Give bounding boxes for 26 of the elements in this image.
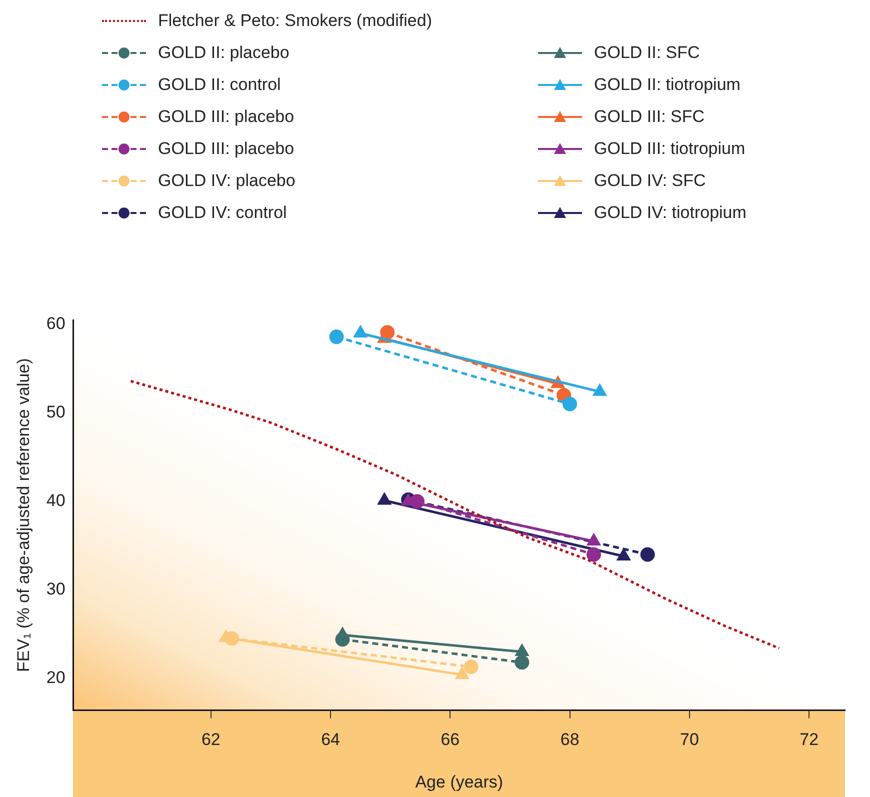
legend-label: GOLD II: tiotropium xyxy=(594,75,740,95)
y-tick-label: 40 xyxy=(46,491,66,510)
x-axis-title: Age (years) xyxy=(415,772,504,792)
legend-label: GOLD III: SFC xyxy=(594,107,705,127)
legend-label: GOLD IV: placebo xyxy=(158,171,296,191)
legend-label: GOLD II: control xyxy=(158,75,281,95)
x-tick-label: 68 xyxy=(560,730,580,750)
y-axis-title: FEV₁ (% of age-adjusted reference value) xyxy=(14,358,33,672)
legend-label: GOLD III: placebo xyxy=(158,139,294,159)
x-tick-label: 66 xyxy=(440,730,460,750)
x-tick-label: 70 xyxy=(680,730,699,750)
x-tick-label: 62 xyxy=(201,730,220,750)
legend-label: Fletcher & Peto: Smokers (modified) xyxy=(158,11,432,31)
legend-label: GOLD IV: control xyxy=(158,203,287,223)
legend-label: GOLD II: SFC xyxy=(594,43,700,63)
y-tick-label: 60 xyxy=(46,314,66,334)
y-tick-label: 20 xyxy=(46,668,66,688)
legend-label: GOLD IV: tiotropium xyxy=(594,203,746,223)
legend-label: GOLD II: placebo xyxy=(158,43,290,63)
y-tick-label: 30 xyxy=(46,580,66,599)
x-tick-label: 64 xyxy=(321,730,340,750)
x-tick-label: 72 xyxy=(800,730,819,750)
y-tick-label: 50 xyxy=(46,402,66,422)
legend-label: GOLD IV: SFC xyxy=(594,171,706,191)
legend-label: GOLD III: tiotropium xyxy=(594,139,746,159)
legend-label: GOLD III: placebo xyxy=(158,107,294,127)
